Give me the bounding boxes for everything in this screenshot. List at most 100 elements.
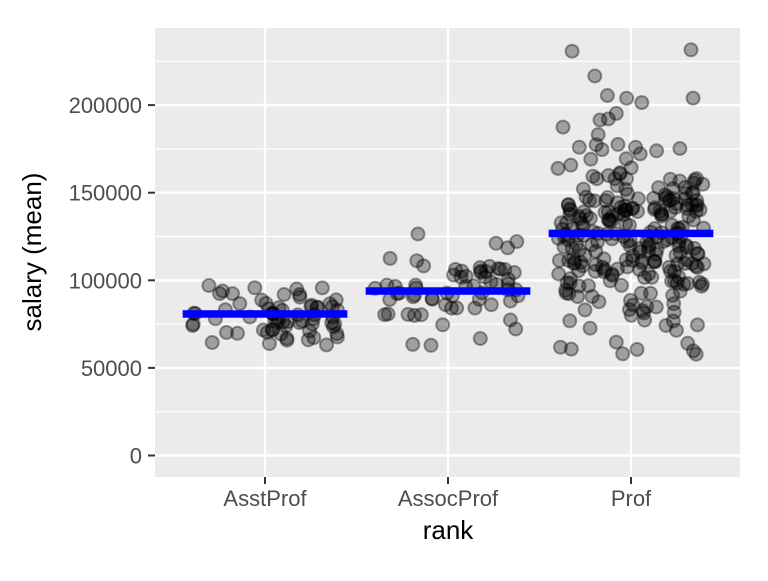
data-point-assocprof — [405, 336, 421, 352]
data-point-asstprof — [279, 332, 295, 348]
data-point-asstprof — [185, 318, 201, 333]
data-point-prof — [583, 151, 599, 167]
data-point-asstprof — [255, 322, 271, 338]
data-point-prof — [581, 278, 596, 294]
data-point-prof — [623, 307, 639, 323]
data-point-prof — [604, 268, 620, 283]
data-point-asstprof — [215, 283, 231, 299]
data-point-prof — [612, 165, 628, 181]
data-point-prof — [573, 255, 589, 270]
data-point-assocprof — [502, 293, 518, 309]
data-point-asstprof — [225, 286, 240, 302]
data-point-prof — [641, 239, 657, 255]
data-point-prof — [672, 173, 688, 189]
data-point-prof — [677, 179, 693, 195]
data-point-prof — [685, 185, 701, 201]
data-point-prof — [688, 258, 704, 274]
data-point-prof — [647, 201, 662, 217]
data-point-asstprof — [232, 296, 248, 312]
data-point-prof — [592, 112, 608, 128]
data-point-prof — [608, 105, 624, 121]
data-point-assocprof — [506, 265, 522, 280]
data-point-prof — [683, 42, 699, 58]
data-point-prof — [562, 206, 578, 222]
data-point-prof — [624, 201, 640, 217]
data-point-prof — [689, 171, 704, 187]
data-point-prof — [556, 239, 572, 255]
data-point-asstprof — [319, 337, 334, 353]
data-point-prof — [680, 276, 696, 291]
data-point-prof — [664, 273, 680, 289]
data-point-prof — [681, 208, 697, 224]
data-point-asstprof — [204, 335, 220, 350]
data-point-prof — [582, 320, 598, 336]
data-point-prof — [667, 199, 683, 215]
mean-crossbar-assocprof — [365, 287, 531, 295]
data-point-assocprof — [483, 297, 499, 313]
data-point-prof — [658, 318, 674, 333]
data-point-assocprof — [473, 264, 489, 280]
data-point-asstprof — [265, 322, 281, 338]
data-point-assocprof — [500, 271, 516, 287]
data-point-prof — [581, 192, 597, 208]
data-point-prof — [572, 211, 588, 227]
data-point-prof — [685, 90, 701, 106]
data-point-prof — [629, 341, 645, 357]
data-point-prof — [690, 246, 706, 262]
data-point-prof — [558, 282, 574, 298]
data-point-prof — [562, 313, 578, 329]
data-point-prof — [653, 206, 669, 222]
data-point-prof — [648, 299, 664, 315]
data-point-prof — [617, 198, 633, 214]
data-point-prof — [649, 241, 665, 257]
data-point-assocprof — [472, 260, 488, 276]
data-point-prof — [644, 269, 660, 285]
data-point-asstprof — [264, 322, 280, 338]
data-point-prof — [566, 256, 582, 272]
data-point-prof — [647, 253, 663, 269]
data-point-prof — [688, 346, 704, 362]
x-tick-label: AsstProf — [223, 486, 307, 511]
data-point-prof — [671, 238, 687, 254]
data-point-prof — [632, 244, 648, 260]
data-point-asstprof — [258, 295, 274, 311]
data-point-prof — [648, 246, 664, 262]
jittered-points — [185, 42, 712, 362]
data-point-asstprof — [201, 278, 217, 293]
data-point-prof — [665, 181, 681, 197]
data-point-prof — [575, 181, 591, 197]
data-point-prof — [560, 197, 576, 213]
data-point-prof — [594, 142, 610, 158]
data-point-prof — [587, 68, 603, 84]
data-point-prof — [575, 258, 591, 274]
data-point-prof — [647, 254, 663, 270]
data-point-prof — [618, 203, 634, 218]
data-point-prof — [607, 171, 623, 187]
data-point-asstprof — [329, 326, 345, 342]
data-point-prof — [588, 257, 604, 273]
data-point-prof — [571, 139, 587, 155]
data-point-prof — [604, 213, 620, 229]
data-point-assocprof — [446, 267, 462, 283]
data-point-prof — [612, 166, 628, 182]
y-tick-label: 0 — [130, 444, 142, 469]
data-point-prof — [561, 286, 577, 302]
data-point-prof — [678, 186, 694, 202]
data-point-prof — [658, 191, 673, 207]
data-point-prof — [600, 190, 616, 205]
data-point-assocprof — [478, 264, 494, 279]
data-point-prof — [604, 266, 620, 282]
data-point-prof — [669, 275, 685, 291]
data-point-prof — [590, 127, 606, 143]
data-point-assocprof — [508, 321, 524, 337]
data-point-prof — [615, 346, 631, 362]
data-point-prof — [616, 207, 632, 223]
data-point-asstprof — [279, 330, 295, 346]
data-point-prof — [642, 237, 657, 252]
data-point-prof — [587, 193, 602, 209]
data-point-prof — [585, 168, 601, 184]
data-point-prof — [630, 204, 645, 219]
data-point-prof — [559, 275, 575, 291]
data-point-prof — [654, 208, 670, 224]
